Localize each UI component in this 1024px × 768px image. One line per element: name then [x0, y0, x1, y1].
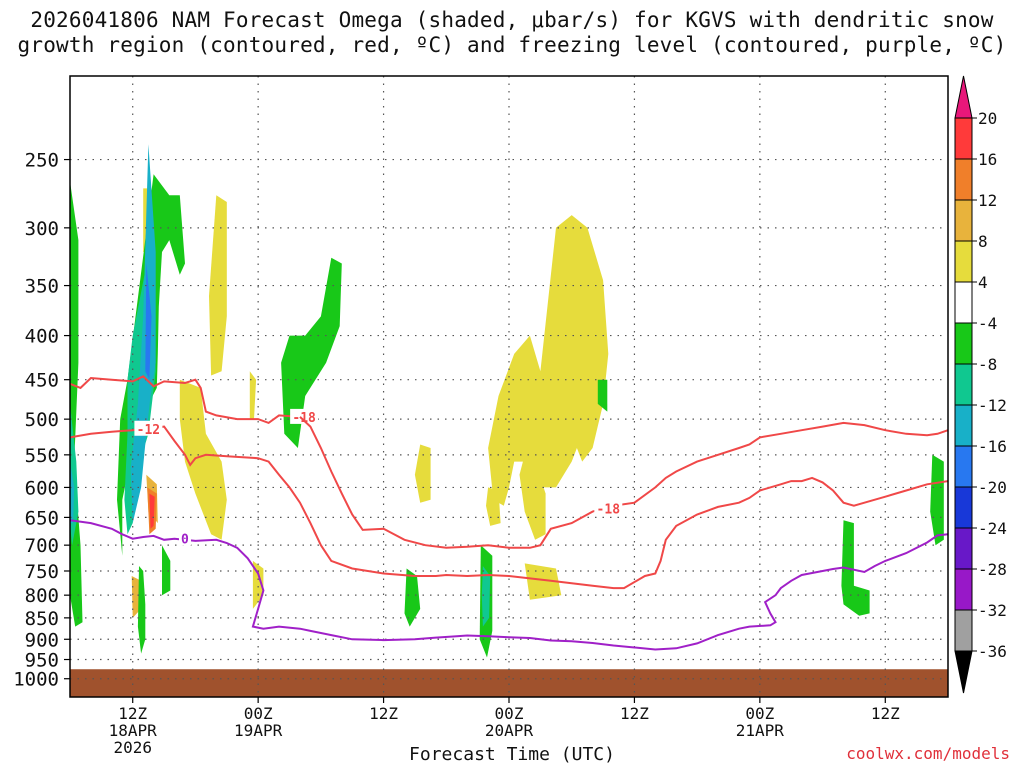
y-tick-label: 850 [25, 608, 59, 630]
colorbar-label: -16 [978, 437, 1007, 456]
x-tick-label: 00Z [495, 704, 524, 723]
contour-label-bg [134, 420, 163, 436]
omega-region [281, 257, 342, 448]
omega-region [249, 371, 257, 420]
colorbar-label: -36 [978, 642, 1007, 661]
colorbar-label: -20 [978, 478, 1007, 497]
colorbar-bin [954, 527, 973, 570]
x-tick-label: 12Z [871, 704, 900, 723]
colorbar-bin [954, 609, 973, 652]
contour-label: -18 [597, 503, 621, 518]
colorbar-bin [954, 240, 973, 283]
colorbar-label: 20 [978, 109, 997, 128]
colorbar-label: -28 [978, 560, 1007, 579]
colorbar-label: -24 [978, 519, 1007, 538]
y-tick-label: 550 [25, 445, 59, 467]
omega-region [841, 520, 870, 616]
omega-region [70, 181, 83, 627]
x-tick-label: 12Z [369, 704, 398, 723]
y-tick-label: 1000 [13, 669, 59, 691]
y-tick-label: 400 [25, 326, 59, 348]
colorbar-label: -8 [978, 355, 997, 374]
x-tick-label: 00Z [244, 704, 273, 723]
omega-region [145, 263, 152, 380]
contour-label: -18 [292, 411, 316, 426]
contour-label-bg [290, 408, 319, 424]
omega-region [481, 566, 491, 627]
omega-region [70, 461, 75, 524]
colorbar-label: -4 [978, 314, 997, 333]
y-tick-label: 650 [25, 507, 59, 529]
x-tick-label: 2026 [113, 738, 152, 757]
colorbar-min-triangle [954, 650, 973, 694]
credit-link[interactable]: coolwx.com/models [846, 744, 1010, 763]
colorbar-bin [954, 158, 973, 201]
y-tick-label: 250 [25, 150, 59, 172]
colorbar-bin [954, 363, 973, 406]
plot-area: -18 -18 -12 0 [70, 76, 948, 697]
omega-region [488, 215, 609, 506]
x-tick-label: 21APR [736, 721, 785, 740]
x-tick-label: 12Z [118, 704, 147, 723]
isotherm-contour [70, 425, 948, 590]
y-tick-label: 750 [25, 561, 59, 583]
omega-region [404, 568, 421, 627]
y-tick-label: 600 [25, 477, 59, 499]
x-axis-label: Forecast Time (UTC) [409, 744, 615, 765]
y-tick-label: 300 [25, 218, 59, 240]
y-tick-label: 450 [25, 370, 59, 392]
colorbar-bin [954, 281, 973, 324]
omega-region [524, 563, 562, 600]
y-tick-label: 950 [25, 650, 59, 672]
contour-label-bg [178, 530, 191, 546]
colorbar-label: -12 [978, 396, 1007, 415]
omega-region [179, 379, 227, 540]
x-tick-label: 20APR [485, 721, 534, 740]
freezing-level-contour [70, 519, 948, 651]
omega-region [137, 566, 146, 654]
y-tick-label: 350 [25, 276, 59, 298]
colorbar-label: 4 [978, 273, 988, 292]
omega-region [486, 487, 501, 526]
chart-title-line-1: 2026041806 NAM Forecast Omega (shaded, μ… [30, 8, 994, 32]
x-tick-label: 19APR [234, 721, 283, 740]
colorbar-label: 12 [978, 191, 997, 210]
y-tick-label: 500 [25, 409, 59, 431]
colorbar-bin [954, 404, 973, 447]
y-tick-label: 900 [25, 629, 59, 651]
contour-label-bg [594, 500, 623, 516]
y-tick-label: 800 [25, 585, 59, 607]
x-tick-label: 00Z [745, 704, 774, 723]
colorbar-max-triangle [954, 75, 973, 119]
omega-region [209, 195, 227, 376]
x-tick-label: 18APR [109, 721, 158, 740]
omega-region [414, 444, 431, 503]
isotherm-contour [70, 375, 301, 425]
y-tick-label: 700 [25, 535, 59, 557]
contour-label: 0 [181, 533, 189, 548]
omega-region [519, 454, 546, 540]
colorbar-bin [954, 117, 973, 160]
colorbar-label: -32 [978, 601, 1007, 620]
omega-region [597, 379, 608, 412]
colorbar-bin [954, 486, 973, 529]
omega-region [930, 454, 944, 546]
omega-region [162, 545, 171, 596]
x-tick-label: 12Z [620, 704, 649, 723]
chart-title-line-2: growth region (contoured, red, ºC) and f… [17, 33, 1007, 57]
colorbar-bin [954, 568, 973, 611]
colorbar-bin [954, 199, 973, 242]
colorbar-bin [954, 322, 973, 365]
colorbar-bin [954, 445, 973, 488]
colorbar-label: 8 [978, 232, 988, 251]
omega-region [149, 493, 155, 529]
colorbar-label: 16 [978, 150, 997, 169]
contour-label: -12 [137, 423, 160, 438]
